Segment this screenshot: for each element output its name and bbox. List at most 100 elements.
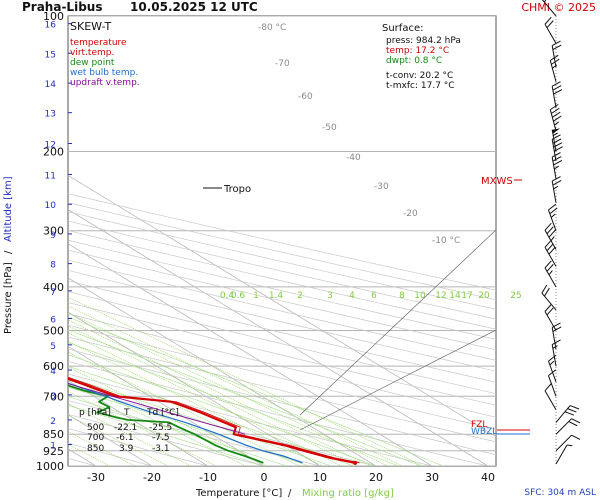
pressure-tick-label: 1000 — [36, 460, 64, 473]
dry-adiabat — [68, 302, 496, 406]
wind-barb-full — [549, 207, 558, 215]
wind-barb-full — [546, 307, 554, 316]
mixing-ratio-line — [68, 332, 342, 466]
wind-barb-full — [546, 226, 554, 235]
table-cell: 700 — [87, 433, 104, 443]
legend-wet-bulb: wet bulb temp. — [70, 68, 138, 78]
series-line-virt-temp — [68, 376, 360, 464]
wind-barb-staff — [555, 444, 568, 465]
altitude-tick-label: 13 — [45, 110, 56, 120]
dry-adiabat — [68, 193, 496, 291]
wind-barb-full — [564, 411, 575, 416]
wind-barb-full — [544, 239, 552, 248]
wind-barb-staff — [555, 405, 571, 423]
wind-barb-full — [548, 229, 556, 238]
mixing-ratio-label: 0.4 — [220, 291, 235, 301]
wind-barb-half — [566, 444, 573, 447]
wind-barb-staff — [555, 418, 572, 435]
altitude-tick-label: 14 — [45, 80, 57, 90]
wind-barb-half — [550, 236, 555, 241]
pressure-tick-label: 700 — [43, 390, 64, 403]
wind-barb — [549, 103, 562, 132]
altitude-tick-label: 12 — [45, 140, 56, 150]
dry-adiabat — [68, 259, 496, 361]
y-axis-title-separator: / — [3, 250, 14, 254]
wind-barb-full — [544, 16, 552, 25]
temperature-tick-label: 0 — [261, 471, 268, 484]
wind-barb-full — [551, 176, 561, 182]
series-line-updraft-v-temp- — [68, 383, 246, 435]
surface-elevation: SFC: 304 m ASL — [524, 488, 596, 498]
temperature-tick-label: 20 — [369, 471, 383, 484]
table-cell: -7.5 — [152, 433, 170, 443]
altitude-tick-label: 4 — [50, 367, 56, 377]
x-axis-title-separator: / — [288, 488, 292, 499]
wind-barb — [544, 16, 557, 44]
altitude-tick-label: 8 — [50, 261, 56, 271]
wind-barb — [555, 405, 580, 423]
wind-barb-full — [553, 160, 563, 166]
wind-barb-full — [544, 260, 552, 269]
mixing-ratio-label: 4 — [349, 291, 355, 301]
level-table: p [hPa] T Td [°C] 500 -22.1 -25.5 700 -6… — [79, 408, 179, 454]
wind-barb-full — [571, 434, 581, 440]
ccl-guide-line — [299, 329, 496, 431]
wind-barb-full — [551, 107, 560, 114]
wbzl-label: WBZL — [471, 427, 497, 437]
fzl-label: FZL — [471, 420, 487, 430]
temperature-tick-label: -10 — [199, 471, 217, 484]
legend-dew-point: dew point — [70, 58, 115, 68]
mixing-ratio-label: 1.4 — [269, 291, 284, 301]
mixing-ratio-label: 1 — [253, 291, 259, 301]
dry-adiabat — [68, 348, 496, 456]
wind-barb-half — [549, 360, 555, 366]
wind-barb-staff — [544, 311, 557, 331]
isotherm-label: -40 — [346, 153, 361, 163]
wind-barb-full — [541, 284, 548, 294]
dry-adiabat — [68, 249, 496, 351]
wind-barb-full — [546, 263, 554, 272]
wind-barb-full — [552, 85, 562, 91]
isotherm — [68, 243, 433, 466]
wind-barb-full — [553, 89, 563, 95]
x-axis-title-mixing: Mixing ratio [g/kg] — [302, 488, 394, 499]
altitude-tick-label: 11 — [45, 171, 56, 181]
moist-adiabat — [68, 329, 421, 466]
wind-barb-full — [551, 81, 561, 87]
pressure-tick-label: 200 — [43, 145, 64, 158]
wind-barb-staff — [544, 24, 557, 44]
mixing-ratio-label: 17 — [461, 291, 472, 301]
temperature-tick-label: -20 — [143, 471, 161, 484]
wind-barb — [544, 222, 557, 250]
isotherm — [68, 209, 489, 466]
altitude-tick-label: 2 — [50, 417, 56, 427]
wind-barb — [544, 260, 557, 288]
wind-barb — [555, 434, 581, 452]
mixing-ratio-label: 0.6 — [231, 291, 246, 301]
pressure-tick-label: 100 — [43, 10, 64, 23]
wind-barb-full — [569, 405, 580, 410]
legend-updraft: updraft v.temp. — [70, 78, 140, 88]
wind-barb-full — [552, 111, 561, 118]
pressure-tick-label: 400 — [43, 281, 64, 294]
table-cell: -25.5 — [149, 423, 172, 433]
dry-adiabat — [68, 291, 496, 395]
wind-barb-full — [567, 408, 577, 413]
dry-adiabat — [68, 361, 489, 466]
wind-barbs — [541, 0, 581, 466]
series-line-temperature — [68, 377, 356, 464]
altitude-tick-label: 3 — [50, 392, 56, 402]
wind-barb — [544, 383, 557, 411]
table-header-t: T — [123, 408, 130, 418]
wind-barb — [555, 444, 573, 465]
mixing-ratio-line — [68, 376, 246, 466]
altitude-tick-label: 5 — [50, 342, 56, 352]
surface-title: Surface: — [382, 23, 423, 34]
isotherm-label: -10 °C — [432, 236, 460, 246]
wind-barb-full — [546, 243, 554, 252]
wind-barb-half — [543, 0, 547, 3]
mixing-ratio-line — [68, 403, 192, 466]
y-axis-title-altitude: Altitude [km] — [3, 176, 14, 242]
surface-tmxfc: t-mxfc: 17.7 °C — [386, 81, 455, 91]
